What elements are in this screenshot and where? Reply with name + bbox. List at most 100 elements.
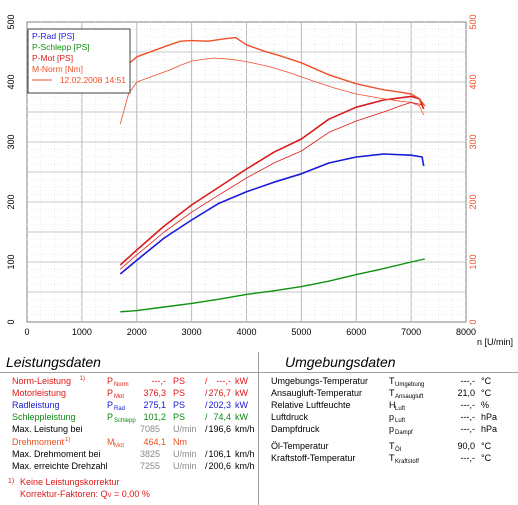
leistung-separator: /: [205, 388, 208, 398]
leistung-value-1: 275,1: [143, 400, 166, 410]
y-right-tick-label: 0: [468, 319, 478, 324]
leistung-value-1: 7255: [139, 461, 160, 471]
umgebung-symbol-sub: Umgebung: [395, 382, 425, 388]
y-right-tick-label: 200: [468, 194, 478, 209]
leistung-unit-2: kW: [235, 400, 248, 410]
leistung-unit-2: kW: [235, 388, 248, 398]
leistung-unit-2: km/h: [235, 424, 255, 434]
umgebung-unit: °C: [481, 453, 492, 463]
leistung-unit-2: km/h: [235, 449, 255, 459]
umgebung-value: ---,-: [460, 453, 476, 463]
leistung-value-2: 200,6: [208, 461, 231, 471]
umgebung-value: 90,0: [457, 441, 475, 451]
series-line-4: [119, 57, 425, 125]
leistung-label: Max. Drehmoment bei: [12, 449, 101, 459]
umgebung-symbol: p: [389, 424, 395, 434]
x-tick-label: 3000: [182, 327, 202, 337]
leistung-label: Max. erreichte Drehzahl: [12, 461, 108, 471]
leistung-unit-2: km/h: [235, 461, 255, 471]
y-right-tick-label: 100: [468, 254, 478, 269]
leistung-symbol: P: [107, 376, 114, 386]
footnote-factor-value: = 0,00 %: [111, 489, 150, 499]
x-tick-label: 8000: [456, 327, 476, 337]
leistungsdaten-title: Leistungsdaten: [6, 354, 101, 370]
legend-box: [27, 28, 131, 94]
umgebung-value: 21,0: [457, 388, 475, 398]
umgebung-label: Ansaugluft-Temperatur: [271, 388, 363, 398]
y-left-tick-label: 400: [6, 74, 16, 89]
leistung-note: 1): [65, 437, 71, 443]
leistung-unit-1: U/min: [173, 449, 197, 459]
leistung-value-2: 196,6: [208, 424, 231, 434]
umgebung-value: ---,-: [460, 412, 476, 422]
series-line-1: [120, 258, 425, 313]
umgebung-label: Relative Luftfeuchte: [271, 400, 351, 410]
umgebung-unit: %: [481, 400, 490, 410]
leistung-value-2: 106,1: [208, 449, 231, 459]
leistung-value-1: ---,-: [151, 376, 167, 386]
umgebung-symbol-sub: Kraftstoff: [395, 459, 419, 465]
legend-entry: P-Mot [PS]: [32, 53, 73, 63]
leistung-label: Drehmoment: [12, 437, 65, 447]
series-line-5: [120, 102, 423, 270]
leistung-unit-2: kW: [235, 412, 248, 422]
y-left-tick-label: 100: [6, 254, 16, 269]
umgebung-unit: °C: [481, 441, 492, 451]
umgebung-unit: hPa: [481, 412, 498, 422]
leistung-unit-2: kW: [235, 376, 248, 386]
y-left-tick-label: 300: [6, 134, 16, 149]
leistung-label: Motorleistung: [12, 388, 67, 398]
umgebung-label: Luftdruck: [271, 412, 309, 422]
umgebung-value: ---,-: [460, 424, 476, 434]
leistung-symbol-sub: Mot: [114, 443, 125, 449]
x-tick-label: 7000: [401, 327, 421, 337]
footnote-line-1: Keine Leistungskorrektur: [20, 477, 120, 487]
leistung-value-2: 202,3: [208, 400, 231, 410]
leistung-value-2: 276,7: [208, 388, 231, 398]
legend-entry: M-Norm [Nm]: [32, 64, 83, 74]
umgebungsdaten-title: Umgebungsdaten: [285, 354, 396, 370]
footnote-line-2: Korrektur-Faktoren: QV = 0,00 %: [20, 488, 150, 502]
leistung-symbol: M: [107, 437, 115, 447]
leistung-separator: /: [205, 424, 208, 434]
leistung-unit-1: U/min: [173, 424, 197, 434]
umgebung-unit: °C: [481, 376, 492, 386]
leistung-separator: /: [205, 412, 208, 422]
legend-date: 12.02.2008 14:51: [60, 75, 126, 85]
leistung-label: Norm-Leistung: [12, 376, 72, 386]
panel-title-divider: [0, 372, 258, 373]
umgebungsdaten-panel: Umgebungsdaten Umgebungs-Temperatur T Umge…: [259, 352, 518, 505]
leistung-label: Max. Leistung bei: [12, 424, 83, 434]
x-tick-label: 5000: [291, 327, 311, 337]
leistung-value-2: ---,-: [216, 376, 232, 386]
umgebung-symbol: T: [389, 441, 395, 451]
x-tick-label: 4000: [236, 327, 256, 337]
leistung-symbol: P: [107, 388, 114, 398]
leistung-unit-1: PS: [173, 412, 186, 422]
leistung-symbol-sub: Schlepp: [114, 418, 136, 424]
y-left-tick-label: 500: [6, 14, 16, 29]
umgebung-label: Umgebungs-Temperatur: [271, 376, 369, 386]
series-line-3: [119, 36, 426, 107]
y-left-tick-label: 200: [6, 194, 16, 209]
x-tick-label: 1000: [72, 327, 92, 337]
x-tick-label: 0: [24, 327, 29, 337]
leistung-symbol: P: [107, 400, 114, 410]
leistung-separator: /: [205, 376, 208, 386]
leistung-separator: /: [205, 449, 208, 459]
y-right-tick-label: 500: [468, 14, 478, 29]
series-line-2: [119, 95, 425, 266]
y-left-tick-label: 0: [6, 319, 16, 324]
umgebung-symbol: T: [389, 388, 395, 398]
panel-title-divider-right: [259, 372, 518, 373]
x-tick-label: 6000: [346, 327, 366, 337]
leistung-label: Schleppleistung: [12, 412, 76, 422]
umgebung-symbol: H: [389, 400, 396, 410]
umgebung-label: Öl-Temperatur: [271, 441, 329, 451]
leistung-value-1: 101,2: [143, 412, 166, 422]
leistung-unit-1: Nm: [173, 437, 187, 447]
leistung-separator: /: [205, 400, 208, 410]
legend-entry: P-Rad [PS]: [32, 31, 75, 41]
leistung-value-1: 376,3: [143, 388, 166, 398]
